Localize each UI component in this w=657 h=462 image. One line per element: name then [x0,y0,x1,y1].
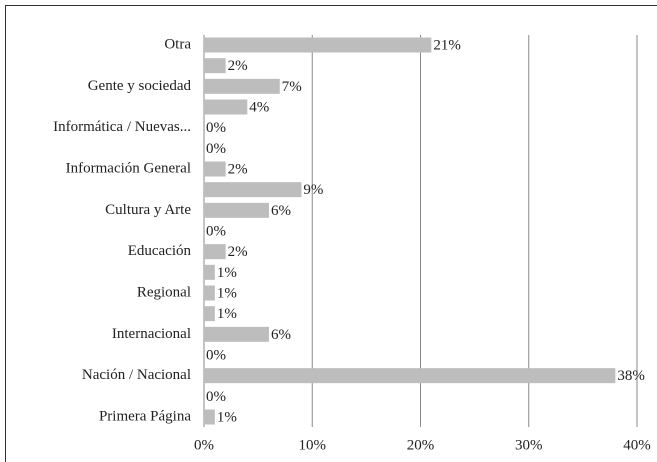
x-tick-label: 30% [515,437,543,453]
x-tick-label: 0% [194,437,214,453]
data-label: 6% [271,327,291,343]
data-label: 1% [217,306,237,322]
data-label: 2% [228,58,248,74]
y-tick-label: Nación / Nacional [82,367,191,383]
y-tick-label: Cultura y Arte [105,202,191,218]
data-label: 2% [228,161,248,177]
data-label: 6% [271,203,291,219]
frame [5,5,657,462]
bar [204,182,302,198]
data-label: 1% [217,409,237,425]
y-tick-label: Información General [66,160,191,176]
data-label: 7% [282,79,302,95]
data-label: 1% [217,285,237,301]
bar [204,78,280,94]
y-tick-label: Educación [128,243,192,259]
data-label: 38% [617,368,645,384]
bar [204,244,226,260]
bar [204,409,215,425]
bar [204,285,215,301]
data-label: 0% [206,120,226,136]
bar [204,161,226,177]
data-label: 0% [206,223,226,239]
y-tick-label: Primera Página [99,408,191,424]
y-tick-label: Gente y sociedad [88,78,192,94]
bar [204,99,248,115]
bar [204,264,215,280]
bar [204,202,269,218]
bar [204,326,269,342]
bar [204,37,432,53]
data-label: 2% [228,244,248,260]
y-tick-label: Informática / Nuevas... [53,119,191,135]
data-label: 0% [206,347,226,363]
x-tick-label: 20% [407,437,435,453]
data-label: 4% [249,99,269,115]
data-label: 1% [217,265,237,281]
y-tick-label: Regional [137,284,191,300]
y-tick-label: Internacional [112,326,191,342]
bar [204,58,226,74]
data-label: 0% [206,389,226,405]
data-label: 0% [206,141,226,157]
x-tick-label: 40% [623,437,651,453]
bar [204,368,616,384]
x-tick-label: 10% [299,437,327,453]
data-label: 21% [433,37,461,53]
bar [204,306,215,322]
y-tick-label: Otra [164,36,191,52]
data-label: 9% [303,182,323,198]
